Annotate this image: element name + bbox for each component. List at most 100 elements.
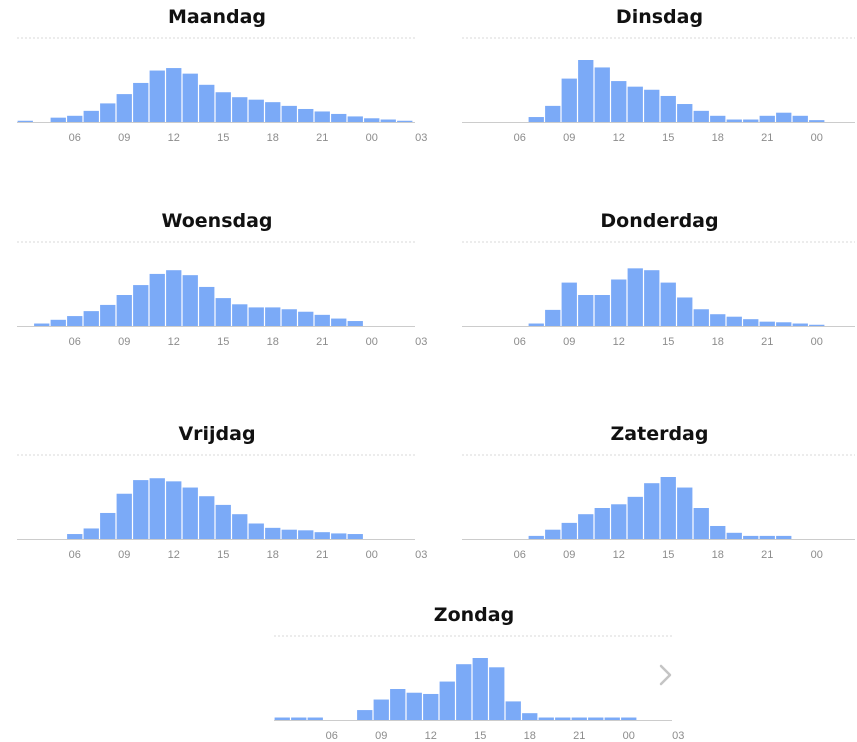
bar-23: [347, 321, 363, 326]
bar-20: [743, 535, 759, 539]
bar-18: [265, 527, 281, 539]
bar-11: [406, 692, 422, 720]
bar-09: [373, 699, 389, 720]
bar-09: [561, 522, 577, 539]
bar-12: [166, 68, 182, 122]
x-tick-label: 06: [514, 336, 526, 348]
bar-22: [588, 717, 604, 720]
bar-15: [215, 504, 231, 539]
bar-22: [776, 112, 792, 122]
bar-23: [347, 534, 363, 539]
bar-09: [561, 78, 577, 122]
bar-21: [314, 532, 330, 539]
bar-05: [50, 117, 66, 122]
x-tick-label: 15: [217, 336, 229, 348]
bar-16: [677, 297, 693, 326]
bar-06: [67, 534, 83, 539]
bar-16: [232, 304, 248, 326]
x-tick-label: 12: [168, 336, 180, 348]
x-tick-label: 06: [69, 336, 81, 348]
bar-14: [644, 483, 660, 539]
x-tick-label: 00: [366, 336, 378, 348]
bar-19: [281, 529, 297, 539]
chart-panel-maandag: Maandag 06 09 12 15 18 21 00 03: [17, 6, 427, 156]
bar-11: [149, 478, 165, 539]
bar-22: [331, 533, 347, 539]
x-tick-label: 06: [69, 132, 81, 144]
bar-11: [149, 273, 165, 326]
x-tick-label: 09: [375, 730, 387, 742]
bar-20: [298, 108, 314, 122]
bar-21: [314, 314, 330, 326]
x-tick-label: 06: [514, 549, 526, 561]
bar-10: [133, 82, 149, 122]
x-tick-label: 12: [425, 730, 437, 742]
bar-00: [364, 118, 380, 122]
bar-15: [215, 92, 231, 122]
bar-14: [644, 89, 660, 122]
x-tick-label: 06: [514, 132, 526, 144]
bar-15: [472, 658, 488, 720]
bar-08: [545, 309, 561, 326]
bar-10: [578, 295, 594, 326]
x-tick-label: 00: [811, 336, 823, 348]
x-tick-label: 18: [712, 132, 724, 144]
bar-22: [331, 318, 347, 326]
bar-13: [182, 73, 198, 122]
x-tick-label: 09: [563, 336, 575, 348]
bar-08: [100, 512, 116, 539]
bar-19: [726, 532, 742, 539]
chart-title: Dinsdag: [615, 6, 704, 28]
x-tick-label: 09: [118, 336, 130, 348]
bar-17: [248, 523, 264, 539]
x-tick-label: 12: [613, 336, 625, 348]
bar-12: [423, 693, 439, 720]
x-tick-label: 00: [623, 730, 635, 742]
x-tick-label: 03: [415, 549, 427, 561]
bar-07: [528, 535, 544, 539]
bar-17: [505, 701, 521, 720]
bar-18: [522, 713, 538, 720]
bar-03: [274, 717, 290, 720]
bar-12: [611, 504, 627, 539]
chart-title: Vrijdag: [178, 423, 256, 445]
bar-16: [489, 667, 505, 720]
bar-11: [594, 508, 610, 539]
bar-chart: 06 09 12 15 18 21 00 03: [17, 454, 427, 561]
bar-10: [133, 480, 149, 539]
x-tick-label: 00: [366, 549, 378, 561]
x-tick-label: 12: [168, 132, 180, 144]
bar-00: [621, 717, 637, 720]
bar-20: [298, 311, 314, 326]
x-tick-label: 09: [118, 549, 130, 561]
bar-02: [397, 120, 413, 122]
bar-12: [166, 270, 182, 326]
x-tick-label: 03: [672, 730, 684, 742]
bar-09: [116, 94, 132, 122]
x-tick-label: 15: [217, 132, 229, 144]
x-tick-label: 15: [662, 549, 674, 561]
x-tick-label: 21: [316, 336, 328, 348]
x-tick-label: 18: [524, 730, 536, 742]
x-tick-label: 00: [366, 132, 378, 144]
bar-09: [116, 295, 132, 326]
x-tick-label: 12: [168, 549, 180, 561]
bar-03: [17, 120, 33, 122]
bar-14: [456, 664, 472, 720]
chart-title: Zaterdag: [610, 423, 709, 445]
x-tick-label: 21: [316, 549, 328, 561]
x-tick-label: 15: [662, 336, 674, 348]
bar-20: [555, 717, 571, 720]
bar-15: [215, 298, 231, 326]
next-chevron-button[interactable]: [655, 660, 677, 690]
bar-04: [34, 323, 50, 326]
bar-17: [693, 508, 709, 539]
bar-18: [710, 525, 726, 539]
bar-22: [331, 113, 347, 122]
bar-21: [314, 111, 330, 122]
bar-21: [759, 535, 775, 539]
x-tick-label: 00: [811, 549, 823, 561]
chart-panel-zondag: Zondag 06 09 12 15 18 21 00 03: [274, 604, 684, 742]
bar-07: [528, 323, 544, 326]
